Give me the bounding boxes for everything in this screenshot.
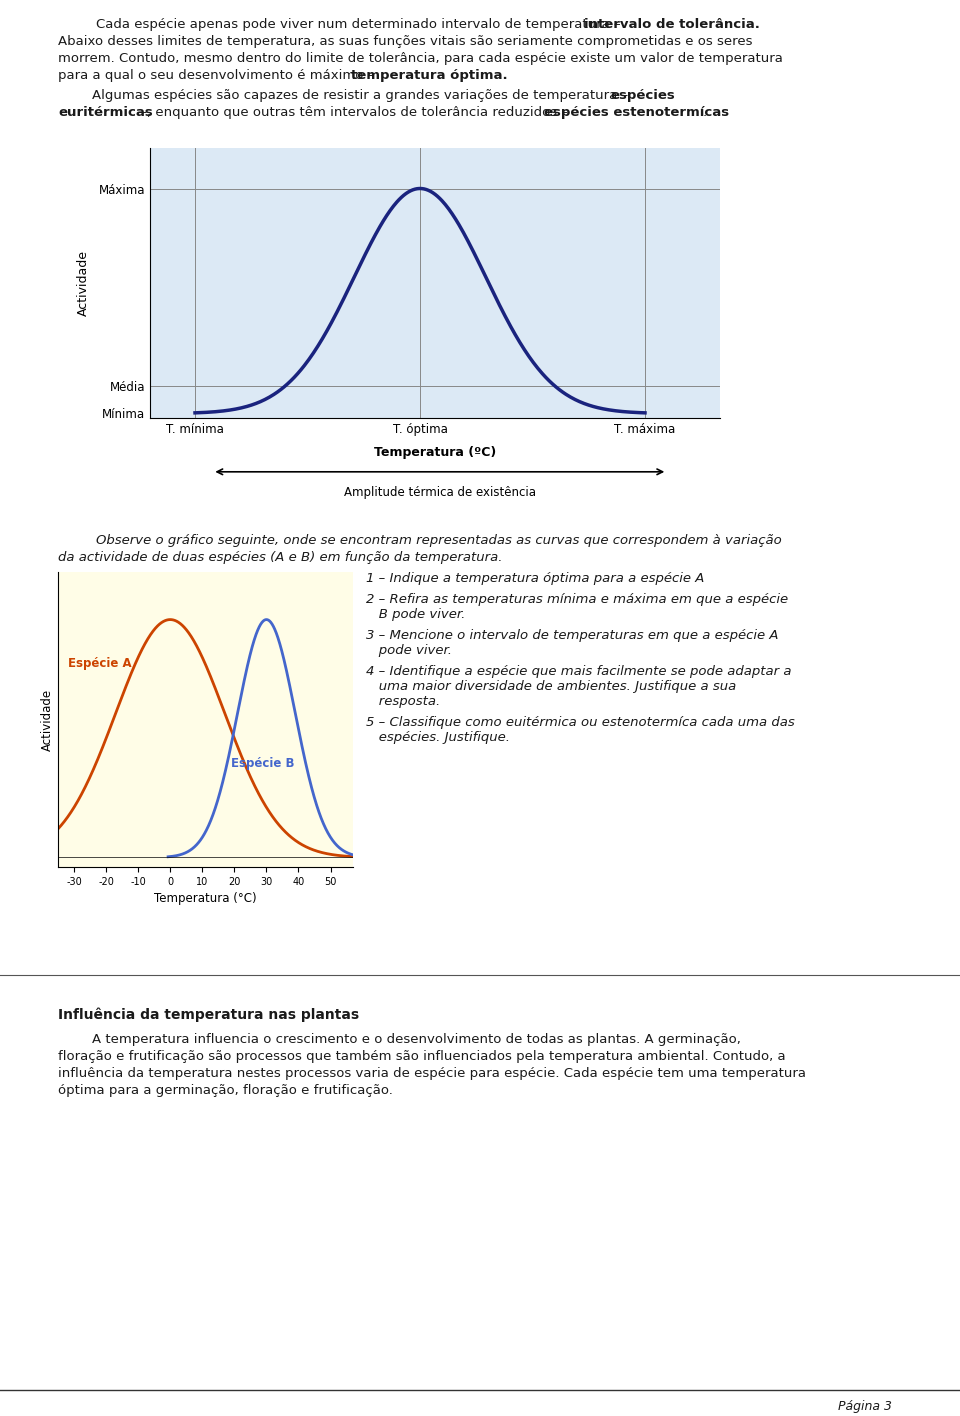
Text: Espécie A: Espécie A bbox=[67, 657, 132, 670]
Text: Temperatura (ºC): Temperatura (ºC) bbox=[373, 446, 496, 459]
Text: influência da temperatura nestes processos varia de espécie para espécie. Cada e: influência da temperatura nestes process… bbox=[58, 1068, 806, 1080]
Text: Abaixo desses limites de temperatura, as suas funções vitais são seriamente comp: Abaixo desses limites de temperatura, as… bbox=[58, 35, 753, 48]
Text: Cada espécie apenas pode viver num determinado intervalo de temperatura –: Cada espécie apenas pode viver num deter… bbox=[96, 18, 625, 31]
Text: Amplitude térmica de existência: Amplitude térmica de existência bbox=[344, 486, 536, 498]
Text: Observe o gráfico seguinte, onde se encontram representadas as curvas que corres: Observe o gráfico seguinte, onde se enco… bbox=[96, 534, 782, 547]
Text: uma maior diversidade de ambientes. Justifique a sua: uma maior diversidade de ambientes. Just… bbox=[366, 680, 736, 692]
Text: resposta.: resposta. bbox=[366, 695, 441, 708]
Text: intervalo de tolerância.: intervalo de tolerância. bbox=[584, 18, 760, 31]
Text: 2 – Refira as temperaturas mínima e máxima em que a espécie: 2 – Refira as temperaturas mínima e máxi… bbox=[366, 593, 788, 606]
Text: B pode viver.: B pode viver. bbox=[366, 607, 466, 622]
Y-axis label: Actividade: Actividade bbox=[41, 688, 54, 750]
X-axis label: Temperatura (°C): Temperatura (°C) bbox=[155, 892, 257, 905]
Y-axis label: Actividade: Actividade bbox=[78, 251, 90, 316]
Text: Espécie B: Espécie B bbox=[231, 758, 295, 770]
Text: floração e frutificação são processos que também são influenciados pela temperat: floração e frutificação são processos qu… bbox=[58, 1051, 785, 1063]
Text: óptima para a germinação, floração e frutificação.: óptima para a germinação, floração e fru… bbox=[58, 1085, 393, 1097]
Text: temperatura óptima.: temperatura óptima. bbox=[350, 69, 508, 82]
Text: 3 – Mencione o intervalo de temperaturas em que a espécie A: 3 – Mencione o intervalo de temperaturas… bbox=[366, 629, 779, 641]
Text: espécies estenotermícas: espécies estenotermícas bbox=[543, 106, 729, 119]
Text: da actividade de duas espécies (A e B) em função da temperatura.: da actividade de duas espécies (A e B) e… bbox=[58, 551, 502, 564]
Text: para a qual o seu desenvolvimento é máximo –: para a qual o seu desenvolvimento é máxi… bbox=[58, 69, 378, 82]
Text: Actividade: Actividade bbox=[60, 498, 143, 513]
Text: Página 3: Página 3 bbox=[838, 1400, 893, 1413]
Text: 1 – Indique a temperatura óptima para a espécie A: 1 – Indique a temperatura óptima para a … bbox=[366, 572, 705, 585]
Text: Algumas espécies são capazes de resistir a grandes variações de temperatura –: Algumas espécies são capazes de resistir… bbox=[58, 89, 633, 102]
Text: pode viver.: pode viver. bbox=[366, 644, 452, 657]
Text: 4 – Identifique a espécie que mais facilmente se pode adaptar a: 4 – Identifique a espécie que mais facil… bbox=[366, 666, 791, 678]
Text: espécies. Justifique.: espécies. Justifique. bbox=[366, 731, 510, 743]
Text: .: . bbox=[703, 106, 708, 119]
Text: espécies: espécies bbox=[610, 89, 675, 102]
Text: Influência da temperatura nas plantas: Influência da temperatura nas plantas bbox=[58, 1008, 359, 1022]
Text: A temperatura influencia o crescimento e o desenvolvimento de todas as plantas. : A temperatura influencia o crescimento e… bbox=[58, 1034, 741, 1046]
Text: euritérmicas: euritérmicas bbox=[58, 106, 153, 119]
Text: morrem. Contudo, mesmo dentro do limite de tolerância, para cada espécie existe : morrem. Contudo, mesmo dentro do limite … bbox=[58, 52, 782, 65]
Text: -, enquanto que outras têm intervalos de tolerância reduzidos –: -, enquanto que outras têm intervalos de… bbox=[137, 106, 572, 119]
Text: 5 – Classifique como euitérmica ou estenotermíca cada uma das: 5 – Classifique como euitérmica ou esten… bbox=[366, 716, 795, 729]
